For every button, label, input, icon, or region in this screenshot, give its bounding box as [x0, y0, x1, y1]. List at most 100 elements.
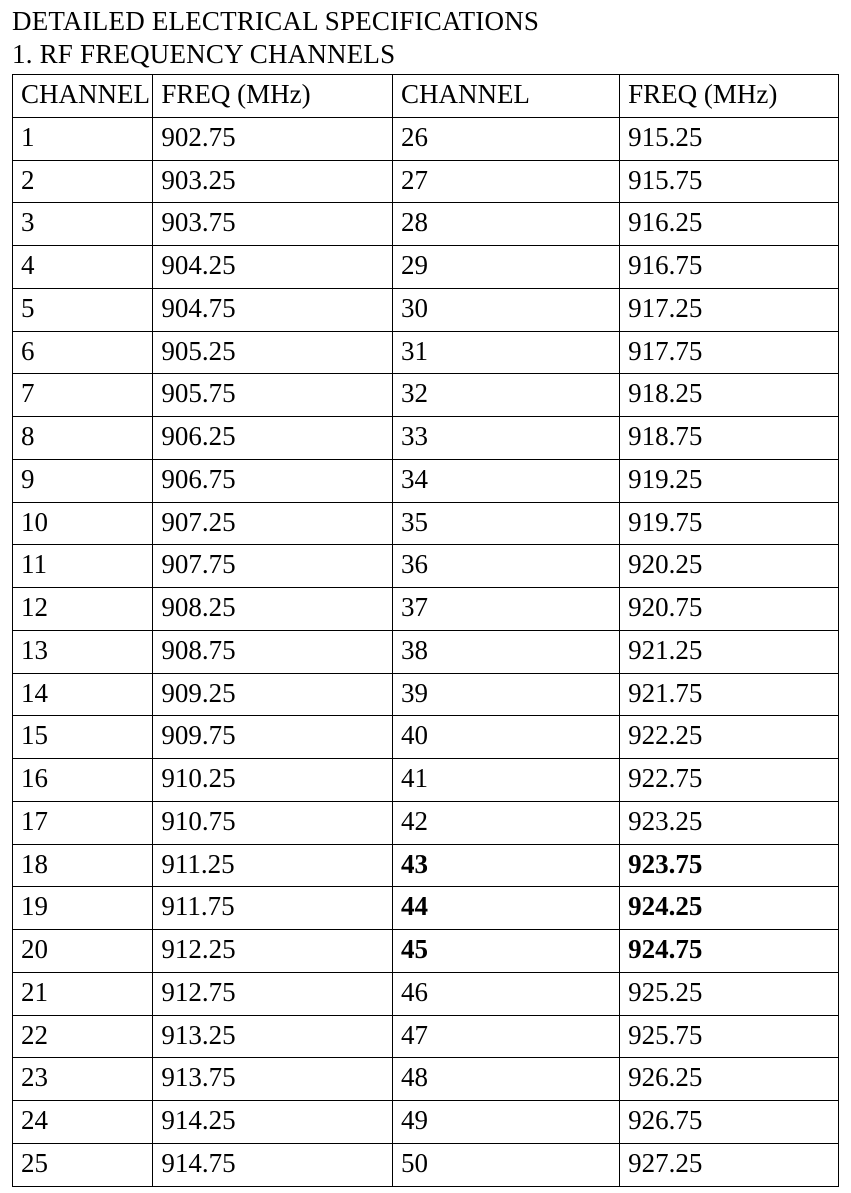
table-cell: 923.25 — [620, 801, 839, 844]
table-cell: 921.75 — [620, 673, 839, 716]
table-row: 13908.7538921.25 — [13, 630, 839, 673]
table-row: 8906.2533918.75 — [13, 417, 839, 460]
table-row: 22913.2547925.75 — [13, 1015, 839, 1058]
table-cell: 927.25 — [620, 1143, 839, 1186]
table-cell: 30 — [392, 288, 619, 331]
table-cell: 918.75 — [620, 417, 839, 460]
table-cell: 40 — [392, 716, 619, 759]
table-cell: 919.75 — [620, 502, 839, 545]
table-cell: 912.25 — [153, 930, 393, 973]
table-cell: 38 — [392, 630, 619, 673]
table-cell: 36 — [392, 545, 619, 588]
table-cell: 910.25 — [153, 759, 393, 802]
table-header-row: CHANNEL FREQ (MHz) CHANNEL FREQ (MHz) — [13, 75, 839, 118]
table-cell: 50 — [392, 1143, 619, 1186]
table-cell: 15 — [13, 716, 153, 759]
table-row: 20912.2545924.75 — [13, 930, 839, 973]
table-cell: 917.75 — [620, 331, 839, 374]
table-cell: 909.25 — [153, 673, 393, 716]
table-cell: 18 — [13, 844, 153, 887]
table-cell: 45 — [392, 930, 619, 973]
table-cell: 914.75 — [153, 1143, 393, 1186]
table-cell: 916.75 — [620, 246, 839, 289]
table-cell: 20 — [13, 930, 153, 973]
table-cell: 6 — [13, 331, 153, 374]
table-cell: 47 — [392, 1015, 619, 1058]
table-cell: 905.75 — [153, 374, 393, 417]
table-row: 18911.2543923.75 — [13, 844, 839, 887]
table-cell: 917.25 — [620, 288, 839, 331]
table-cell: 37 — [392, 588, 619, 631]
table-cell: 908.25 — [153, 588, 393, 631]
table-cell: 907.25 — [153, 502, 393, 545]
table-cell: 915.25 — [620, 117, 839, 160]
table-cell: 923.75 — [620, 844, 839, 887]
table-cell: 1 — [13, 117, 153, 160]
table-cell: 920.75 — [620, 588, 839, 631]
table-row: 16910.2541922.75 — [13, 759, 839, 802]
table-cell: 31 — [392, 331, 619, 374]
table-cell: 3 — [13, 203, 153, 246]
table-cell: 904.25 — [153, 246, 393, 289]
table-cell: 25 — [13, 1143, 153, 1186]
table-cell: 29 — [392, 246, 619, 289]
table-cell: 922.25 — [620, 716, 839, 759]
table-cell: 919.25 — [620, 459, 839, 502]
table-cell: 906.25 — [153, 417, 393, 460]
table-cell: 7 — [13, 374, 153, 417]
table-cell: 903.25 — [153, 160, 393, 203]
table-cell: 19 — [13, 887, 153, 930]
col-header-channel-b: CHANNEL — [392, 75, 619, 118]
table-cell: 22 — [13, 1015, 153, 1058]
table-row: 2903.2527915.75 — [13, 160, 839, 203]
table-row: 10907.2535919.75 — [13, 502, 839, 545]
table-cell: 39 — [392, 673, 619, 716]
table-cell: 905.25 — [153, 331, 393, 374]
table-cell: 46 — [392, 972, 619, 1015]
table-cell: 921.25 — [620, 630, 839, 673]
table-cell: 924.25 — [620, 887, 839, 930]
page-title: DETAILED ELECTRICAL SPECIFICATIONS — [12, 6, 839, 37]
col-header-freq-a: FREQ (MHz) — [153, 75, 393, 118]
frequency-channels-table: CHANNEL FREQ (MHz) CHANNEL FREQ (MHz) 19… — [12, 74, 839, 1187]
table-cell: 915.75 — [620, 160, 839, 203]
table-cell: 908.75 — [153, 630, 393, 673]
table-cell: 903.75 — [153, 203, 393, 246]
table-cell: 912.75 — [153, 972, 393, 1015]
table-cell: 911.75 — [153, 887, 393, 930]
table-cell: 16 — [13, 759, 153, 802]
table-row: 6905.2531917.75 — [13, 331, 839, 374]
table-cell: 27 — [392, 160, 619, 203]
table-row: 24914.2549926.75 — [13, 1101, 839, 1144]
table-cell: 48 — [392, 1058, 619, 1101]
table-cell: 922.75 — [620, 759, 839, 802]
table-cell: 12 — [13, 588, 153, 631]
table-cell: 35 — [392, 502, 619, 545]
table-row: 21912.7546925.25 — [13, 972, 839, 1015]
table-cell: 42 — [392, 801, 619, 844]
table-cell: 44 — [392, 887, 619, 930]
table-cell: 32 — [392, 374, 619, 417]
table-cell: 902.75 — [153, 117, 393, 160]
table-cell: 9 — [13, 459, 153, 502]
table-cell: 913.75 — [153, 1058, 393, 1101]
table-row: 5904.7530917.25 — [13, 288, 839, 331]
table-row: 14909.2539921.75 — [13, 673, 839, 716]
table-row: 19911.7544924.25 — [13, 887, 839, 930]
table-cell: 4 — [13, 246, 153, 289]
table-cell: 2 — [13, 160, 153, 203]
table-cell: 911.25 — [153, 844, 393, 887]
table-cell: 926.75 — [620, 1101, 839, 1144]
table-cell: 8 — [13, 417, 153, 460]
table-cell: 26 — [392, 117, 619, 160]
table-cell: 904.75 — [153, 288, 393, 331]
table-row: 25914.7550927.25 — [13, 1143, 839, 1186]
table-cell: 28 — [392, 203, 619, 246]
table-cell: 49 — [392, 1101, 619, 1144]
table-cell: 17 — [13, 801, 153, 844]
table-row: 3903.7528916.25 — [13, 203, 839, 246]
col-header-freq-b: FREQ (MHz) — [620, 75, 839, 118]
col-header-channel-a: CHANNEL — [13, 75, 153, 118]
table-cell: 920.25 — [620, 545, 839, 588]
table-cell: 23 — [13, 1058, 153, 1101]
